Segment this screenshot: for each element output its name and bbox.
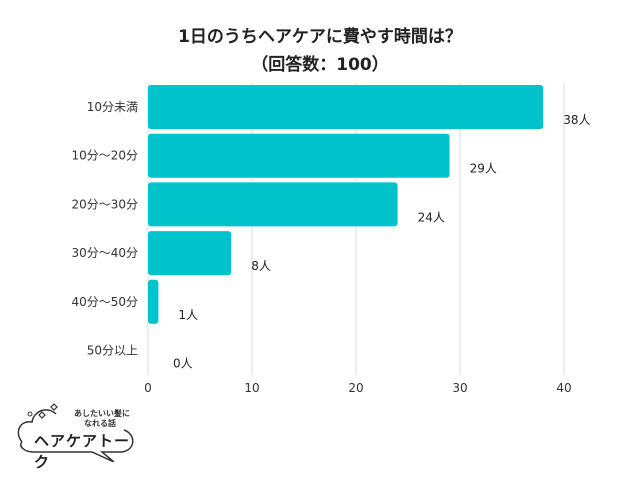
bar bbox=[148, 279, 159, 324]
logo: あしたいい髪に なれる話 ヘアケアトーク bbox=[14, 400, 144, 471]
x-tick-label: 40 bbox=[556, 381, 571, 395]
x-tick-label: 10 bbox=[244, 381, 259, 395]
data-label: 24人 bbox=[418, 210, 445, 224]
y-tick-label: 40分〜50分 bbox=[71, 295, 138, 309]
logo-tagline-1: あしたいい髪に bbox=[74, 409, 130, 418]
chart-subtitle: （回答数：100） bbox=[251, 55, 389, 75]
x-tick-label: 20 bbox=[348, 381, 363, 395]
y-tick-label: 20分〜30分 bbox=[71, 197, 138, 211]
speech-bubble-icon bbox=[17, 403, 134, 462]
y-tick-label: 10分〜20分 bbox=[71, 149, 138, 163]
y-tick-label: 10分未満 bbox=[87, 100, 138, 114]
data-label: 1人 bbox=[178, 308, 198, 322]
y-tick-label: 50分以上 bbox=[87, 344, 138, 358]
logo-tagline-2: なれる話 bbox=[84, 419, 116, 428]
data-label: 38人 bbox=[563, 113, 590, 127]
bar bbox=[148, 133, 450, 178]
x-tick-label: 0 bbox=[144, 381, 152, 395]
logo-name: ヘアケアトーク bbox=[34, 432, 131, 471]
y-tick-label: 30分〜40分 bbox=[71, 246, 138, 260]
bar bbox=[148, 182, 398, 227]
data-label: 8人 bbox=[251, 259, 271, 273]
chart-title: 1日のうちヘアケアに費やす時間は？ bbox=[178, 27, 462, 47]
x-tick-label: 30 bbox=[452, 381, 467, 395]
bar bbox=[148, 231, 232, 276]
data-label: 0人 bbox=[173, 357, 193, 371]
data-label: 29人 bbox=[470, 162, 497, 176]
bar bbox=[148, 85, 544, 129]
